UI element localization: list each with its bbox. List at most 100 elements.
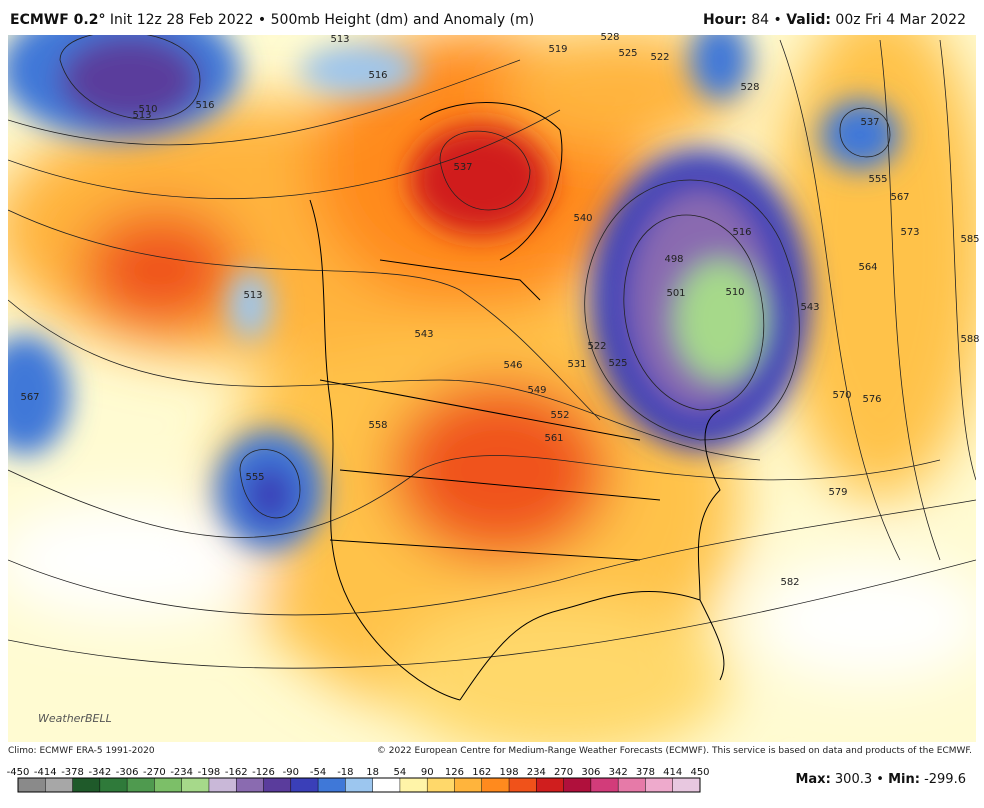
colorbar-tick-label: -54 [310,767,326,778]
colorbar-tick-label: 18 [366,767,379,778]
climo: Climo: ECMWF ERA-5 1991-2020 [8,746,155,756]
contour-label: 588 [960,334,979,345]
colorbar-tick-label: -18 [337,767,353,778]
colorbar-swatch [72,778,100,792]
contour-label: 516 [732,227,751,238]
colorbar-tick-label: -90 [283,767,299,778]
separator: • [773,12,782,28]
contour-label: 573 [900,227,919,238]
max: 300.3 [834,772,873,787]
colorbar-swatch [372,778,400,792]
contour-label: 576 [862,394,881,405]
contour-label: 516 [368,70,387,81]
min: -299.6 [924,772,966,787]
contour-label: 582 [780,577,799,588]
contour-label: 510 [138,104,157,115]
colorbar-tick-label: 342 [609,767,628,778]
coastlines [309,102,725,701]
min-label: Min: [888,772,920,787]
colorbar-swatch [127,778,155,792]
contour-label: 528 [600,32,619,43]
hour: 84 [751,12,770,28]
colorbar-tick-label: -270 [143,767,166,778]
colorbar-swatch [208,778,237,792]
max-label: Max: [795,772,831,787]
anomaly-field [8,35,976,742]
colorbar-swatch [672,778,700,792]
copyright: © 2022 European Centre for Medium-Range … [376,746,972,756]
colorbar-tick-label: 270 [554,767,573,778]
colorbar-swatch [481,778,510,792]
colorbar-tick-label: -306 [116,767,139,778]
colorbar-swatch [618,778,646,792]
colorbar-tick-label: 54 [394,767,407,778]
colorbar-tick-label: -450 [7,767,30,778]
contour-label: 543 [800,302,819,313]
contour-label: 549 [527,385,546,396]
colorbar-tick-label: -414 [34,767,57,778]
colorbar-tick-label: 450 [690,767,709,778]
colorbar-swatch [18,778,46,792]
contour-label: 510 [725,287,744,298]
colorbar-tick-label: 90 [421,767,434,778]
colorbar-swatch [236,778,264,792]
colorbar-swatch [290,778,319,792]
contour-label: 531 [567,359,586,370]
contour-label: 525 [608,358,627,369]
colorbar-swatch [427,778,455,792]
colorbar-swatch [454,778,482,792]
contour-label: 516 [195,100,214,111]
contours [8,35,976,669]
contour-label: 567 [890,192,909,203]
model: ECMWF 0.2° [10,12,106,28]
colorbar-tick-label: -342 [88,767,111,778]
colorbar-tick-label: 198 [499,767,518,778]
valid-label: Valid: [786,12,831,28]
separator: • [876,772,884,787]
colorbar-swatch [590,778,619,792]
colorbar-tick-label: 234 [527,767,546,778]
contour-label: 585 [960,234,979,245]
hour-label: Hour: [702,12,747,28]
colorbar-tick-label: 162 [472,767,491,778]
colorbar-swatch [154,778,182,792]
colorbar: -450 -414 -378 -342 -306 -270 -234 -198 -162 -126… [7,767,710,793]
colorbar-tick-label: 378 [636,767,655,778]
contour-label: 570 [832,390,851,401]
subtitle: Init 12z 28 Feb 2022 • 500mb Height (dm)… [109,12,535,28]
contour-label: 543 [414,329,433,340]
contour-label: 498 [664,254,683,265]
contour-label: 513 [330,34,349,45]
contour-label: 555 [868,174,887,185]
contour-label: 558 [368,420,387,431]
contour-label: 522 [650,52,669,63]
contour-label: 561 [544,433,563,444]
colorbar-swatch [645,778,673,792]
contour-label: 546 [503,360,522,371]
colorbar-swatch [399,778,428,792]
logo: WeatherBELL [38,712,112,725]
colorbar-swatch [45,778,73,792]
colorbar-tick-label: -162 [225,767,248,778]
colorbar-swatch [345,778,373,792]
contour-label: 555 [245,472,264,483]
contour-label: 540 [573,213,592,224]
contour-label: 579 [828,487,847,498]
colorbar-swatch [181,778,209,792]
colorbar-swatch [99,778,128,792]
header-left: ECMWF 0.2° Init 12z 28 Feb 2022 • 500mb … [10,12,534,28]
contour-label: 537 [860,117,879,128]
contour-label: 513 [243,290,262,301]
colorbar-tick-label: 126 [445,767,464,778]
colorbar-swatch [263,778,291,792]
colorbar-swatch [563,778,591,792]
valid: 00z Fri 4 Mar 2022 [835,12,966,28]
contour-label: 552 [550,410,569,421]
contour-label: 519 [548,44,567,55]
contour-label: 501 [666,288,685,299]
header-right: Hour: 84 • Valid: 00z Fri 4 Mar 2022 [703,12,966,28]
contour-label: 567 [20,392,39,403]
